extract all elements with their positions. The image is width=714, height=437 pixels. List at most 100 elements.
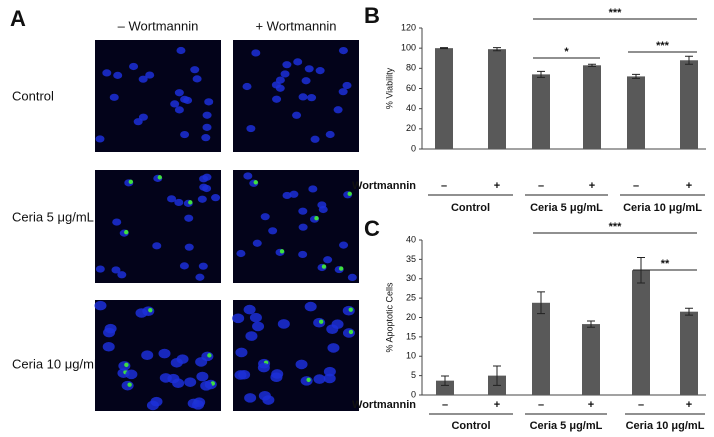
cell-nucleus bbox=[298, 250, 308, 259]
cell-nucleus bbox=[117, 271, 127, 279]
group-label: Ceria 10 μg/mL bbox=[623, 202, 702, 214]
y-axis-label: % Viability bbox=[384, 67, 394, 109]
cell-nucleus bbox=[323, 256, 333, 264]
x-tick-label: – bbox=[638, 399, 644, 411]
cell-nucleus bbox=[313, 317, 326, 328]
row-label: Ceria 10 μg/mL bbox=[12, 356, 101, 371]
bar bbox=[582, 324, 600, 395]
micrograph bbox=[233, 40, 359, 152]
cell-nucleus bbox=[235, 347, 248, 358]
y-tick-label: 5 bbox=[411, 370, 416, 380]
cell-nucleus bbox=[152, 242, 162, 250]
cell-nucleus bbox=[200, 381, 213, 391]
group-label: Ceria 10 μg/mL bbox=[626, 420, 705, 432]
cell-nucleus bbox=[317, 201, 327, 209]
column-header: – Wortmannin bbox=[118, 18, 199, 33]
cell-nucleus bbox=[104, 323, 117, 334]
cell-nucleus bbox=[260, 213, 270, 221]
green-spot bbox=[188, 200, 193, 205]
cell-nucleus bbox=[113, 71, 123, 79]
cell-nucleus bbox=[338, 88, 348, 96]
cell-nucleus bbox=[252, 239, 262, 247]
bar bbox=[435, 48, 453, 149]
cell-nucleus bbox=[251, 49, 261, 57]
cell-nucleus bbox=[268, 227, 278, 235]
cell-nucleus bbox=[125, 369, 138, 380]
cell-nucleus bbox=[179, 262, 189, 270]
cell-nucleus bbox=[270, 372, 283, 382]
y-tick-label: 25 bbox=[406, 293, 416, 303]
error-bar bbox=[493, 365, 501, 386]
error-bar bbox=[537, 70, 545, 78]
cell-nucleus bbox=[158, 348, 171, 359]
cell-nucleus bbox=[338, 46, 348, 55]
cell-nucleus bbox=[135, 308, 148, 318]
y-tick-label: 40 bbox=[406, 234, 416, 244]
cell-nucleus bbox=[196, 371, 209, 382]
group-label: Control bbox=[451, 202, 490, 214]
cell-nucleus bbox=[342, 305, 355, 316]
cell-nucleus bbox=[95, 135, 105, 143]
panel-letter: B bbox=[364, 3, 380, 28]
green-spot bbox=[279, 249, 285, 254]
cell-nucleus bbox=[198, 262, 208, 270]
micrograph bbox=[232, 300, 359, 411]
x-tick-label: – bbox=[538, 399, 544, 411]
cell-nucleus bbox=[141, 350, 154, 360]
cell-nucleus bbox=[232, 313, 245, 324]
micrograph bbox=[95, 170, 221, 283]
group-label: Control bbox=[451, 420, 490, 432]
cell-nucleus bbox=[298, 223, 308, 231]
cell-nucleus bbox=[199, 175, 209, 183]
cell-nucleus bbox=[190, 66, 200, 74]
cell-nucleus bbox=[243, 304, 256, 315]
green-spot bbox=[318, 319, 324, 324]
y-tick-label: 0 bbox=[411, 143, 416, 153]
cell-nucleus bbox=[94, 300, 107, 311]
cell-nucleus bbox=[257, 362, 270, 373]
x-tick-label: + bbox=[686, 399, 692, 411]
x-tick-label: – bbox=[633, 180, 639, 192]
error-bar bbox=[493, 47, 501, 52]
cell-nucleus bbox=[170, 100, 180, 108]
panel-letter: A bbox=[10, 6, 26, 31]
x-tick-label: + bbox=[686, 180, 692, 192]
cell-nucleus bbox=[174, 106, 184, 114]
cell-nucleus bbox=[323, 366, 336, 377]
cell-nucleus bbox=[174, 89, 184, 97]
significance-label: *** bbox=[609, 7, 623, 19]
green-spot bbox=[157, 175, 162, 180]
cell-nucleus bbox=[323, 373, 336, 384]
bar bbox=[436, 380, 454, 395]
cell-nucleus bbox=[243, 172, 253, 180]
error-bar bbox=[685, 307, 693, 316]
cell-nucleus bbox=[195, 273, 205, 281]
y-tick-label: 40 bbox=[406, 103, 416, 113]
cell-nucleus bbox=[307, 94, 317, 102]
green-spot bbox=[253, 180, 258, 185]
cell-nucleus bbox=[129, 62, 139, 71]
y-tick-label: 80 bbox=[406, 63, 416, 73]
cell-nucleus bbox=[111, 266, 121, 274]
significance-label: ** bbox=[661, 258, 670, 270]
bar bbox=[627, 76, 645, 149]
error-bar bbox=[587, 320, 595, 328]
cell-nucleus bbox=[204, 98, 214, 106]
cell-nucleus bbox=[195, 357, 208, 367]
cell-nucleus bbox=[308, 185, 318, 193]
cell-nucleus bbox=[211, 194, 221, 202]
micrograph-bg bbox=[233, 40, 359, 152]
y-tick-label: 30 bbox=[406, 273, 416, 283]
cell-nucleus bbox=[238, 369, 251, 380]
cell-nucleus bbox=[282, 61, 292, 69]
micrograph-bg bbox=[233, 170, 359, 283]
row-label: Control bbox=[12, 88, 54, 103]
cell-nucleus bbox=[138, 75, 148, 83]
cell-nucleus bbox=[295, 359, 308, 370]
green-spot bbox=[128, 179, 134, 185]
cell-nucleus bbox=[102, 69, 112, 77]
micrograph-bg bbox=[95, 300, 221, 411]
error-bar bbox=[537, 291, 545, 315]
y-tick-label: 10 bbox=[406, 351, 416, 361]
